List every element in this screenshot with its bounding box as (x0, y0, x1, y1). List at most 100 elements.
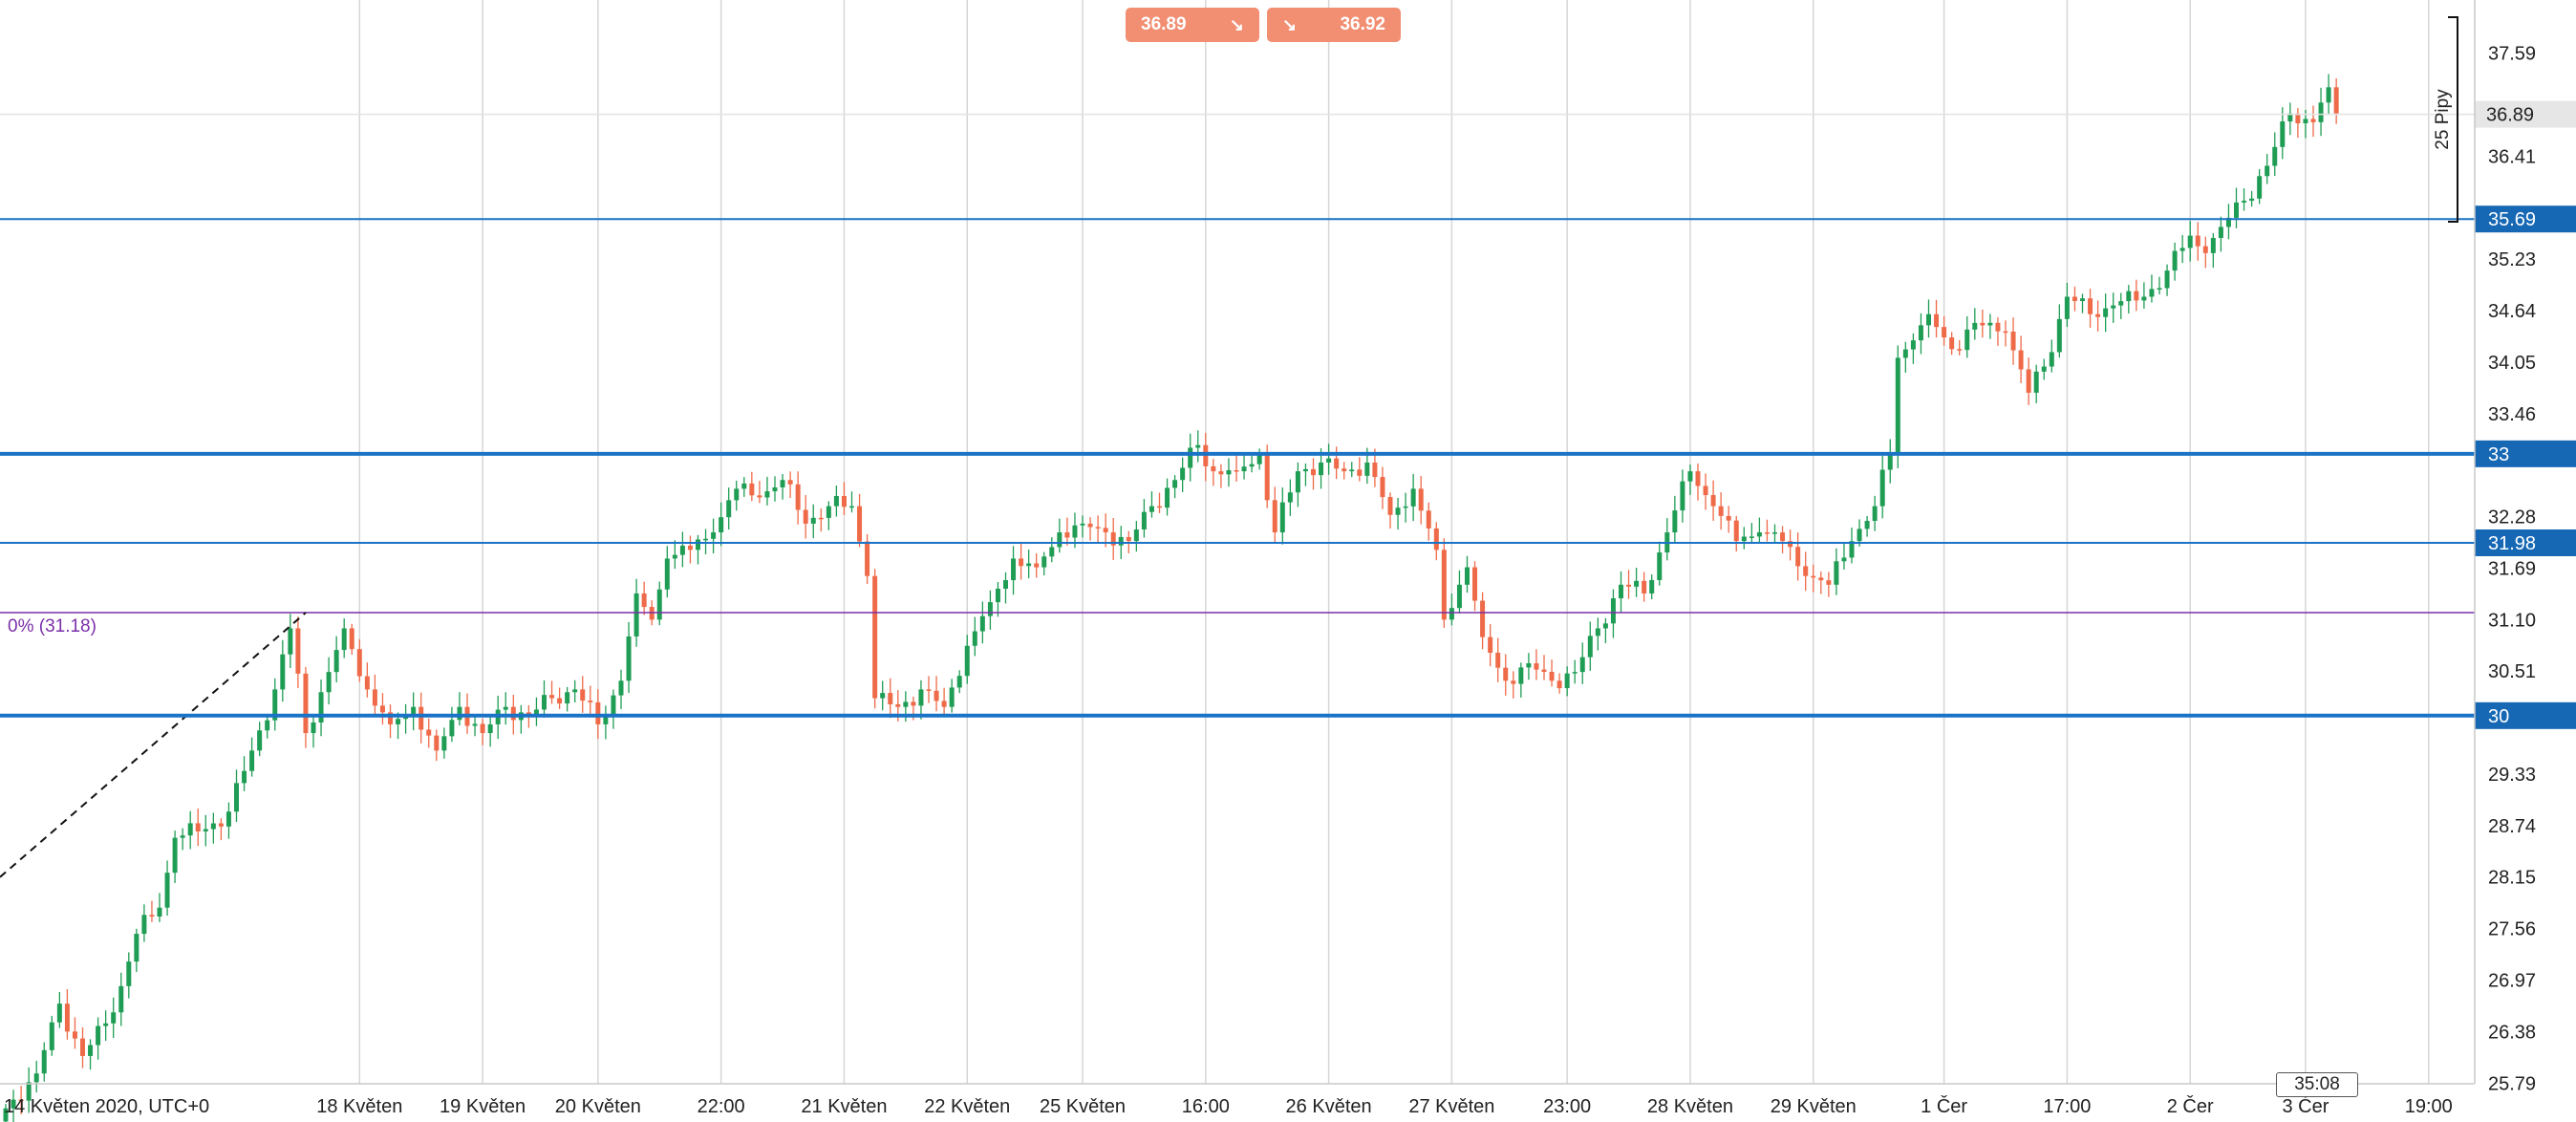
candle-body (249, 750, 255, 771)
candle-up (696, 534, 700, 565)
candle-down (2095, 300, 2101, 332)
buy-price-button[interactable]: ↘ 36.92 (1267, 8, 1401, 42)
candle-up (2265, 154, 2270, 184)
candle-down (295, 616, 301, 689)
candle-body (1526, 663, 1532, 668)
sell-price-button[interactable]: 36.89 ↘ (1126, 8, 1259, 42)
candle-body (2218, 227, 2223, 238)
candle-down (1157, 492, 1162, 513)
candle-body (303, 673, 309, 734)
candle-body (1095, 527, 1101, 529)
candle-up (533, 697, 539, 726)
candle-up (542, 680, 547, 718)
candle-up (1148, 491, 1154, 518)
candle-up (2049, 339, 2054, 373)
candle-up (949, 679, 955, 713)
candle-up (1895, 345, 1900, 469)
candle-body (1918, 325, 1923, 341)
candle-body (1218, 471, 1224, 475)
candle-up (1841, 542, 1847, 570)
candle-down (1441, 538, 1447, 628)
candle-up (1587, 621, 1593, 671)
candle-body (1872, 506, 1878, 522)
candle-body (588, 701, 593, 702)
candle-body (2018, 350, 2024, 370)
candle-body (349, 628, 354, 650)
candle-body (1741, 536, 1747, 542)
x-tick-label: 22 Květen (924, 1096, 1010, 1117)
candle-down (2010, 317, 2016, 365)
candle-up (611, 689, 616, 729)
candle-body (2272, 146, 2278, 166)
candle-body (2249, 198, 2255, 202)
candle-up (1657, 541, 1663, 586)
candle-up (2257, 168, 2263, 205)
candle-up (1026, 550, 1032, 579)
candle-body (810, 517, 816, 524)
candle-body (1619, 584, 1623, 599)
candle-down (364, 662, 370, 698)
candle-down (1433, 522, 1439, 561)
y-tick-label: 30.51 (2488, 661, 2536, 682)
candle-down (1949, 332, 1955, 356)
candle-body (1680, 481, 1685, 511)
candle-up (172, 831, 178, 883)
candle-down (757, 481, 762, 504)
candle-body (1472, 567, 1478, 601)
candle-body (1080, 523, 1085, 526)
candle-up (1141, 499, 1147, 538)
candle-up (164, 860, 170, 917)
candle-body (1456, 584, 1462, 609)
candle-up (1226, 458, 1232, 487)
level-tag (2475, 440, 2576, 467)
candle-body (472, 723, 478, 726)
candle-body (1380, 477, 1385, 498)
level-tag-text: 31.98 (2488, 533, 2536, 554)
candle-down (1942, 315, 1947, 346)
candle-body (257, 730, 263, 751)
candle-up (664, 546, 670, 598)
candle-up (1619, 571, 1623, 613)
candle-body (326, 672, 332, 693)
candle-body (288, 628, 293, 655)
candle-up (1003, 572, 1008, 604)
candle-up (780, 474, 785, 500)
candle-body (2195, 235, 2200, 247)
candle-body (1710, 495, 1716, 507)
candle-body (1987, 322, 1993, 326)
candle-body (311, 722, 316, 734)
candle-down (2134, 279, 2139, 312)
candle-up (2164, 264, 2170, 296)
candle-up (2149, 274, 2155, 303)
buy-price: 36.92 (1340, 14, 1385, 34)
candle-up (1011, 546, 1017, 595)
x-tick-label: 20 Květen (555, 1096, 641, 1117)
candle-body (1311, 468, 1316, 476)
candle-body (1172, 480, 1178, 488)
candle-body (1634, 580, 1640, 587)
candle-up (1049, 537, 1055, 563)
candle-down (1764, 519, 1770, 542)
candle-body (1364, 462, 1370, 476)
candle-up (518, 704, 524, 734)
candle-body (1264, 453, 1270, 501)
candle-body (2064, 296, 2070, 319)
candle-body (679, 545, 685, 555)
candle-up (703, 529, 709, 554)
candle-body (1148, 506, 1154, 512)
candle-up (626, 621, 632, 694)
candle-body (780, 480, 785, 487)
candle-body (1934, 313, 1940, 328)
candle-body (49, 1022, 54, 1050)
candle-body (1657, 552, 1663, 580)
candle-body (2172, 250, 2178, 271)
candle-body (1610, 598, 1616, 624)
candle-body (1087, 523, 1093, 528)
candle-body (1826, 580, 1832, 585)
candle-down (1234, 455, 1239, 483)
candle-down (1472, 561, 1478, 612)
y-tick-label: 34.64 (2488, 301, 2536, 322)
candle-up (41, 1042, 47, 1082)
